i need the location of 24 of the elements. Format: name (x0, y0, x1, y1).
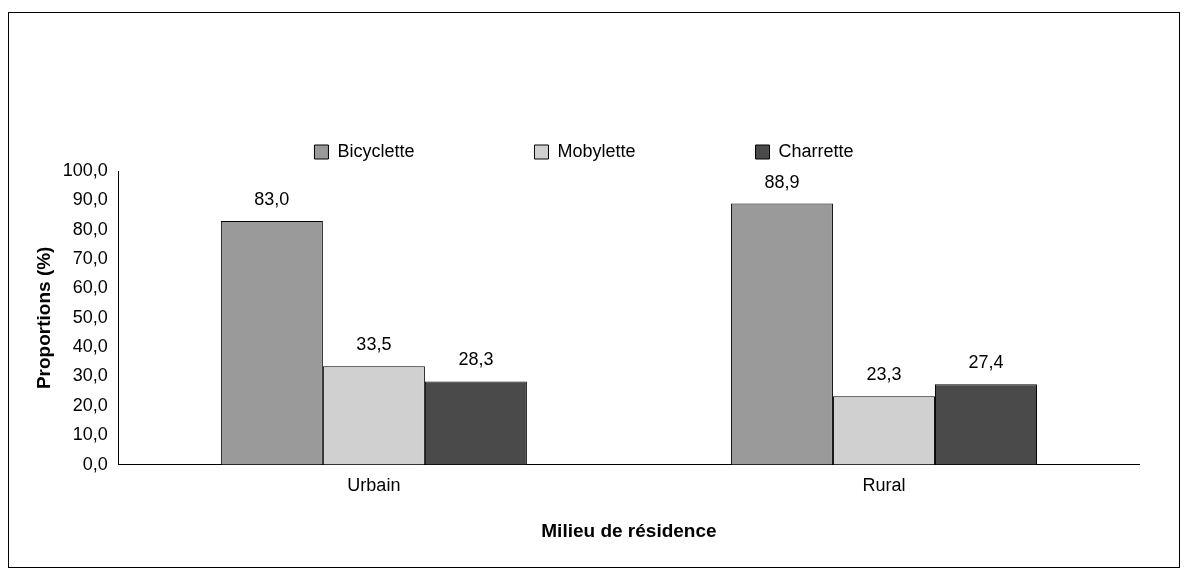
x-axis-title: Milieu de résidence (541, 519, 717, 541)
y-tick-label: 40,0 (72, 336, 108, 357)
legend-label: Mobylette (557, 140, 636, 161)
text: 28,3 (458, 349, 494, 370)
text: 23,3 (866, 364, 902, 385)
legend-label: Charrette (778, 140, 854, 161)
y-tick-label: 50,0 (72, 306, 108, 327)
y-tick-label: 20,0 (72, 394, 108, 415)
y-tick-label: 10,0 (72, 424, 108, 445)
y-tick-label: 90,0 (72, 189, 108, 210)
x-tick-label: Urbain (347, 475, 401, 496)
y-tick-label: 70,0 (72, 248, 108, 269)
y-tick-label: 60,0 (72, 277, 108, 298)
y-axis-title: Proportions (%) (32, 246, 54, 390)
y-tick-label: 80,0 (72, 218, 108, 239)
x-tick-label: Rural (862, 475, 906, 496)
y-tick-label: 100,0 (62, 159, 108, 180)
text: 83,0 (254, 188, 290, 209)
text: 27,4 (968, 352, 1004, 373)
text: 88,9 (764, 171, 800, 192)
y-tick-label: 0,0 (82, 453, 108, 474)
legend-label: Bicyclette (337, 140, 415, 161)
y-tick-label: 30,0 (72, 365, 108, 386)
text: 33,5 (356, 334, 392, 355)
